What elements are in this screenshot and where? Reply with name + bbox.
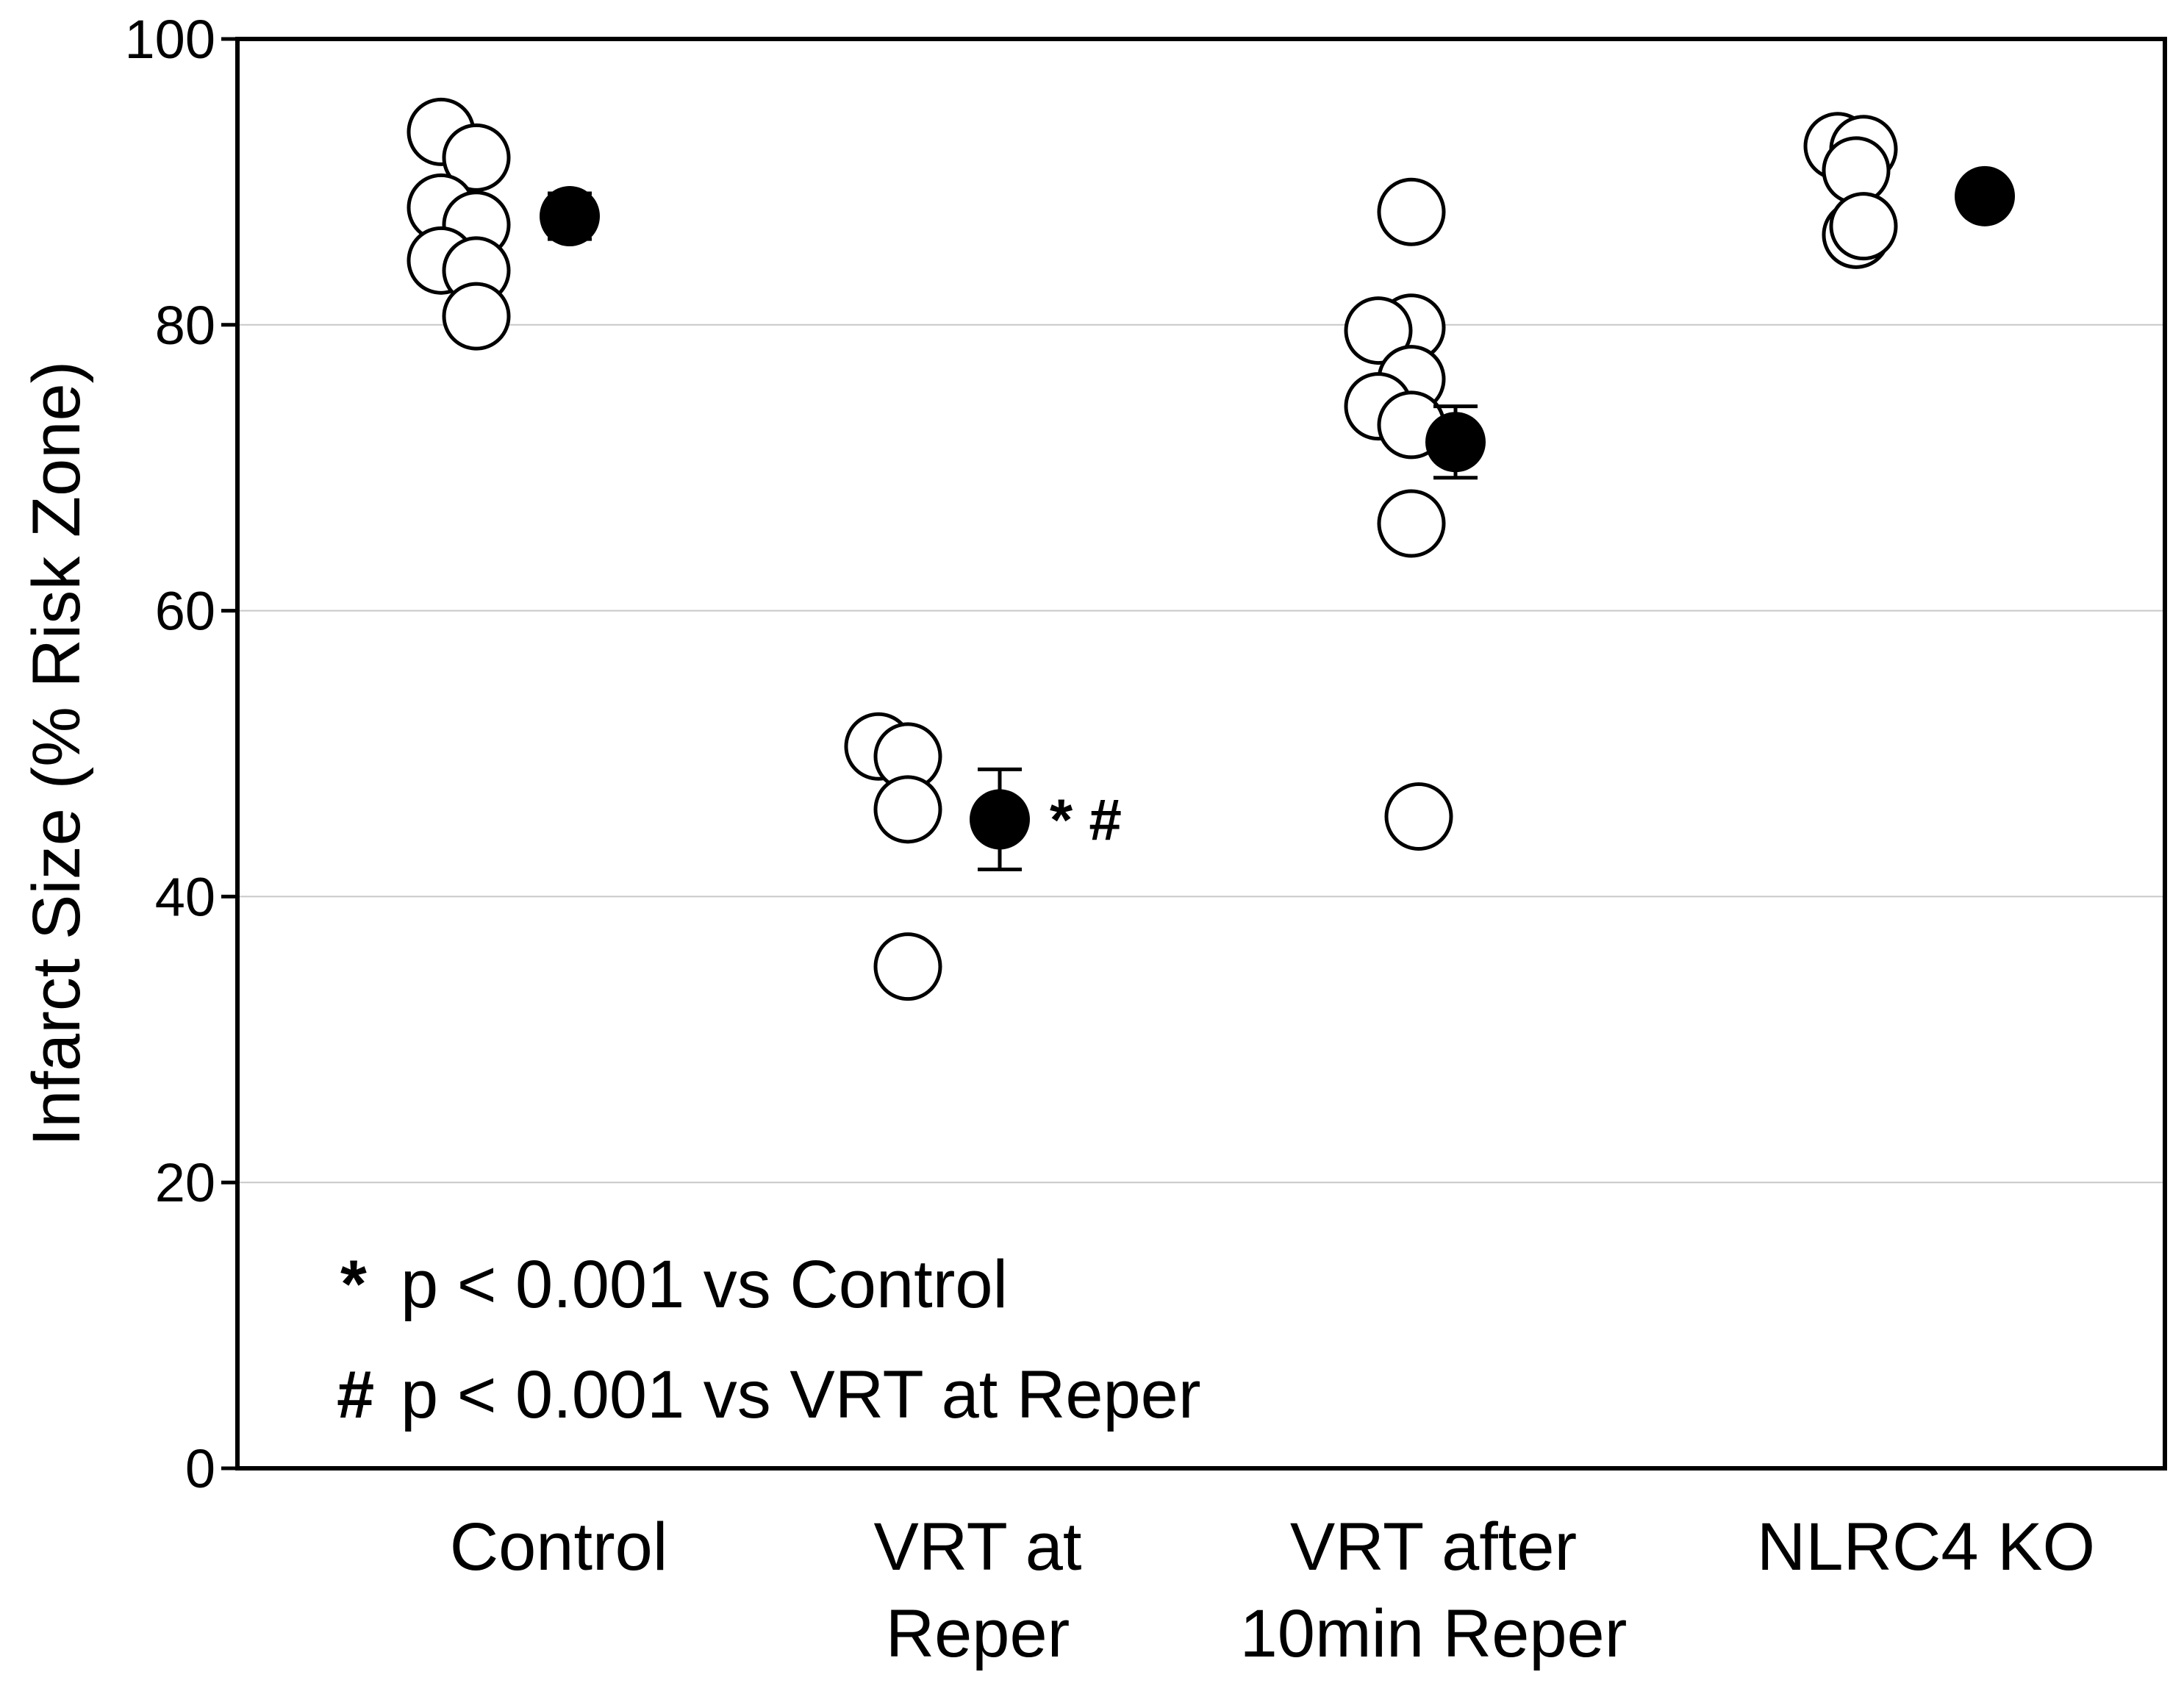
grid-lines — [237, 324, 2165, 1184]
significance-legend: * p < 0.001 vs Control # p < 0.001 vs VR… — [337, 1247, 1200, 1432]
category-labels: Control VRT at Reper VRT after 10min Reper NL… — [450, 1509, 2095, 1671]
category-label-2: VRT at Reper — [874, 1509, 1082, 1671]
y-tick-label-60: 60 — [155, 581, 215, 642]
data-point — [442, 123, 511, 192]
plot-frame — [235, 37, 2167, 1471]
category-label-line: Control — [450, 1509, 668, 1584]
legend-symbol-star: * — [340, 1247, 367, 1322]
data-point — [442, 282, 511, 351]
y-axis-ticks: 0 20 40 60 80 100 — [125, 9, 237, 1499]
y-tick-label-80: 80 — [155, 295, 215, 356]
y-tick-label-100: 100 — [125, 9, 215, 70]
legend-text-hash: p < 0.001 vs VRT at Reper — [401, 1357, 1200, 1432]
data-point — [1377, 177, 1446, 246]
category-label-line: Reper — [886, 1596, 1070, 1671]
data-point — [1384, 782, 1453, 851]
data-point — [1377, 489, 1446, 558]
mean-point — [1425, 412, 1486, 473]
category-label-4: NLRC4 KO — [1757, 1509, 2095, 1584]
y-tick-label-0: 0 — [185, 1438, 215, 1499]
category-label-line: NLRC4 KO — [1757, 1509, 2095, 1584]
category-label-3: VRT after 10min Reper — [1240, 1509, 1628, 1671]
y-axis-label: Infarct Size (% Risk Zone) — [19, 361, 94, 1147]
data-marks: * # — [407, 97, 2015, 1001]
mean-point — [970, 789, 1030, 850]
data-point — [873, 932, 942, 1001]
legend-symbol-hash: # — [337, 1357, 374, 1432]
data-point — [1344, 296, 1413, 365]
data-point — [1829, 192, 1898, 261]
category-label-line: VRT at — [874, 1509, 1082, 1584]
legend-text-star: p < 0.001 vs Control — [401, 1247, 1008, 1322]
data-point — [873, 775, 942, 844]
category-label-line: 10min Reper — [1240, 1596, 1628, 1671]
category-label-1: Control — [450, 1509, 668, 1584]
mean-point — [540, 186, 600, 247]
y-tick-label-20: 20 — [155, 1152, 215, 1213]
mean-point — [1955, 165, 2015, 226]
category-label-line: VRT after — [1290, 1509, 1577, 1584]
significance-annotation: * # — [1050, 787, 1122, 852]
y-tick-label-40: 40 — [155, 866, 215, 927]
